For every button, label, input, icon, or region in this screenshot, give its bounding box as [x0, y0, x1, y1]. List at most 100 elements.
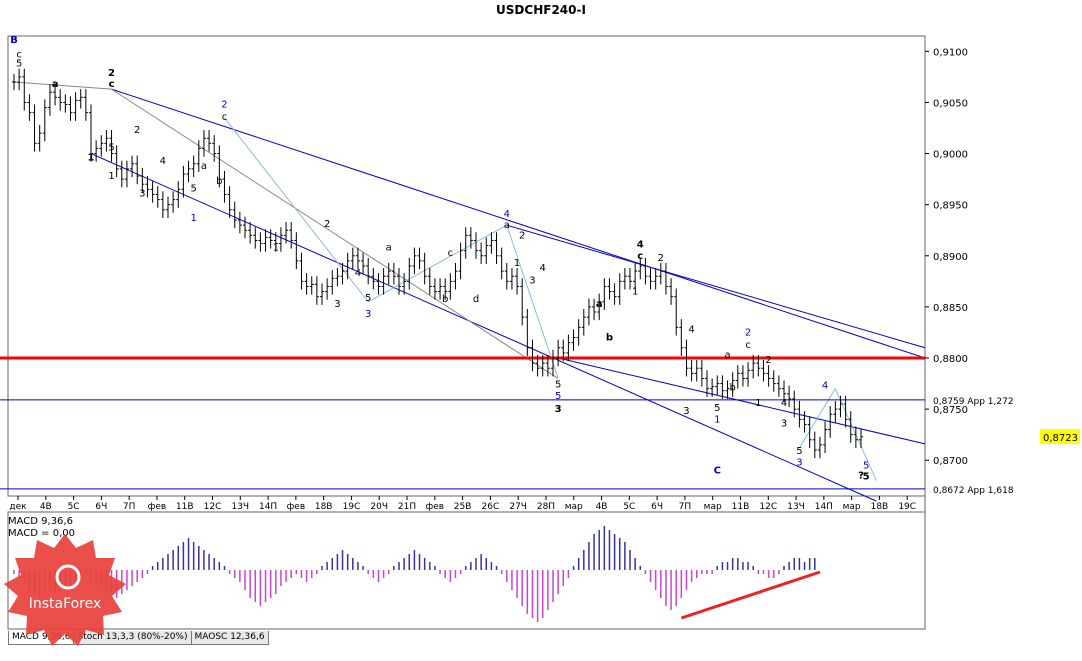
y-tick-label: 0,8800	[933, 354, 968, 365]
wave-label: 4	[540, 263, 546, 274]
x-tick-label: 7П	[123, 502, 136, 512]
wave-label: 2	[765, 355, 771, 366]
y-tick-label: 0,8700	[933, 456, 968, 467]
x-tick-label: 27Ч	[509, 502, 527, 512]
wave-label: 1	[108, 171, 114, 182]
price-level-label: 0,8759 App 1,272	[933, 397, 1014, 407]
x-tick-label: 7П	[679, 502, 692, 512]
wave-label: b	[442, 294, 448, 305]
x-tick-label: 11В	[176, 502, 194, 512]
x-tick-label: 19С	[898, 502, 916, 512]
wave-label: 3	[796, 457, 802, 468]
x-tick-label: 26С	[482, 502, 500, 512]
wave-label: c	[222, 112, 228, 123]
wave-label: 4	[355, 268, 361, 279]
x-tick-label: 21П	[398, 502, 416, 512]
wave-label: a	[504, 220, 510, 231]
y-tick-label: 0,9100	[933, 47, 968, 58]
wave-label: 5	[555, 391, 561, 402]
wave-label: 4	[160, 156, 166, 167]
wave-label: 5	[190, 183, 196, 194]
wave-label: 1	[632, 287, 638, 298]
x-tick-label: 6Ч	[95, 502, 107, 512]
wave-channels	[13, 81, 926, 502]
wave-label: 3	[529, 275, 535, 286]
wave-label: a	[596, 299, 603, 310]
x-tick-label: 5С	[68, 502, 80, 512]
wave-label: 1	[714, 414, 720, 425]
wave-label: 2	[745, 328, 751, 339]
x-axis: дек 4В 5С 6Ч 7П фев 11В 12С 13Ч 14П фев 18В 19С 20Ч 21…	[9, 496, 916, 512]
x-tick-label: 4В	[40, 502, 52, 512]
wave-label: c	[16, 49, 22, 60]
wave-label: 3	[365, 309, 371, 320]
x-tick-label: фев	[287, 502, 306, 512]
x-tick-label: 13Ч	[787, 502, 805, 512]
wave-label: b	[606, 333, 613, 344]
x-tick-label: фев	[426, 502, 445, 512]
wave-label: 4	[781, 398, 787, 409]
x-tick-label: 25В	[454, 502, 472, 512]
price-levels: 0,8759 App 1,272 0,8672 App 1,618	[0, 356, 1014, 496]
wave-label: 5	[16, 59, 22, 70]
logo-mark-icon	[55, 564, 81, 590]
wave-labels: Bc5a12c5123451ab2c123453abcd4a1234553ab1…	[10, 35, 869, 482]
y-tick-label: 0,8750	[933, 405, 968, 416]
channel-line	[367, 224, 508, 303]
wave-label: 3	[683, 406, 689, 417]
price-bars	[12, 68, 863, 459]
wave-label: 3	[334, 299, 340, 310]
wave-label: 1	[88, 153, 95, 164]
current-price-marker	[1040, 429, 1080, 444]
wave-label: b	[729, 383, 735, 394]
x-tick-label: 13Ч	[231, 502, 249, 512]
wave-label: 2	[324, 219, 330, 230]
wave-label: a	[52, 79, 59, 90]
x-tick-label: 20Ч	[370, 502, 388, 512]
macd-legend-line1: MACD 9,36,6	[8, 516, 73, 527]
y-tick-label: 0,8950	[933, 201, 968, 212]
wave-label: 4	[822, 381, 828, 392]
x-tick-label: 6Ч	[651, 502, 663, 512]
y-tick-label: 0,8900	[933, 252, 968, 263]
wave-label: 4	[504, 209, 510, 220]
x-tick-label: 18В	[871, 502, 889, 512]
wave-label: c	[109, 79, 115, 90]
y-tick-label: 0,9000	[933, 150, 968, 161]
channel-line	[798, 388, 836, 449]
wave-label: B	[10, 35, 18, 46]
wave-label: 3	[555, 404, 562, 415]
macd-legend: MACD 9,36,6 MACD = 0,00	[8, 516, 75, 540]
channel-line	[111, 88, 926, 359]
channel-line	[90, 153, 877, 502]
x-tick-label: 19С	[343, 502, 361, 512]
wave-label: 5	[365, 293, 371, 304]
wave-label: c	[745, 340, 751, 351]
current-price-label: 0,8723	[1043, 433, 1078, 444]
x-tick-label: мар	[565, 502, 583, 512]
x-tick-label: 12С	[204, 502, 222, 512]
x-tick-label: 18В	[315, 502, 333, 512]
macd-legend-line2: MACD = 0,00	[8, 528, 75, 539]
wave-label: 2	[519, 230, 525, 241]
x-tick-label: фев	[148, 502, 167, 512]
price-level-label: 0,8672 App 1,618	[933, 486, 1014, 496]
wave-label: a	[386, 243, 392, 254]
tab-maosc[interactable]: MAOSC 12,36,6	[190, 631, 269, 645]
x-tick-label: 5С	[623, 502, 635, 512]
x-tick-label: мар	[704, 502, 722, 512]
wave-label: 3	[139, 188, 145, 199]
wave-label: 2	[134, 125, 140, 136]
wave-label: b	[216, 176, 222, 187]
wave-label: d	[473, 294, 479, 305]
x-tick-label: 14П	[259, 502, 277, 512]
channel-line	[558, 357, 926, 445]
channel-line	[506, 224, 559, 379]
y-tick-label: 0,8850	[933, 303, 968, 314]
y-axis: 0,9100 0,9050 0,9000 0,8950 0,8900 0,8850 0,88…	[925, 47, 968, 467]
wave-label: C	[714, 466, 721, 477]
wave-label: 1	[190, 213, 196, 224]
wave-label: 1	[755, 398, 761, 409]
